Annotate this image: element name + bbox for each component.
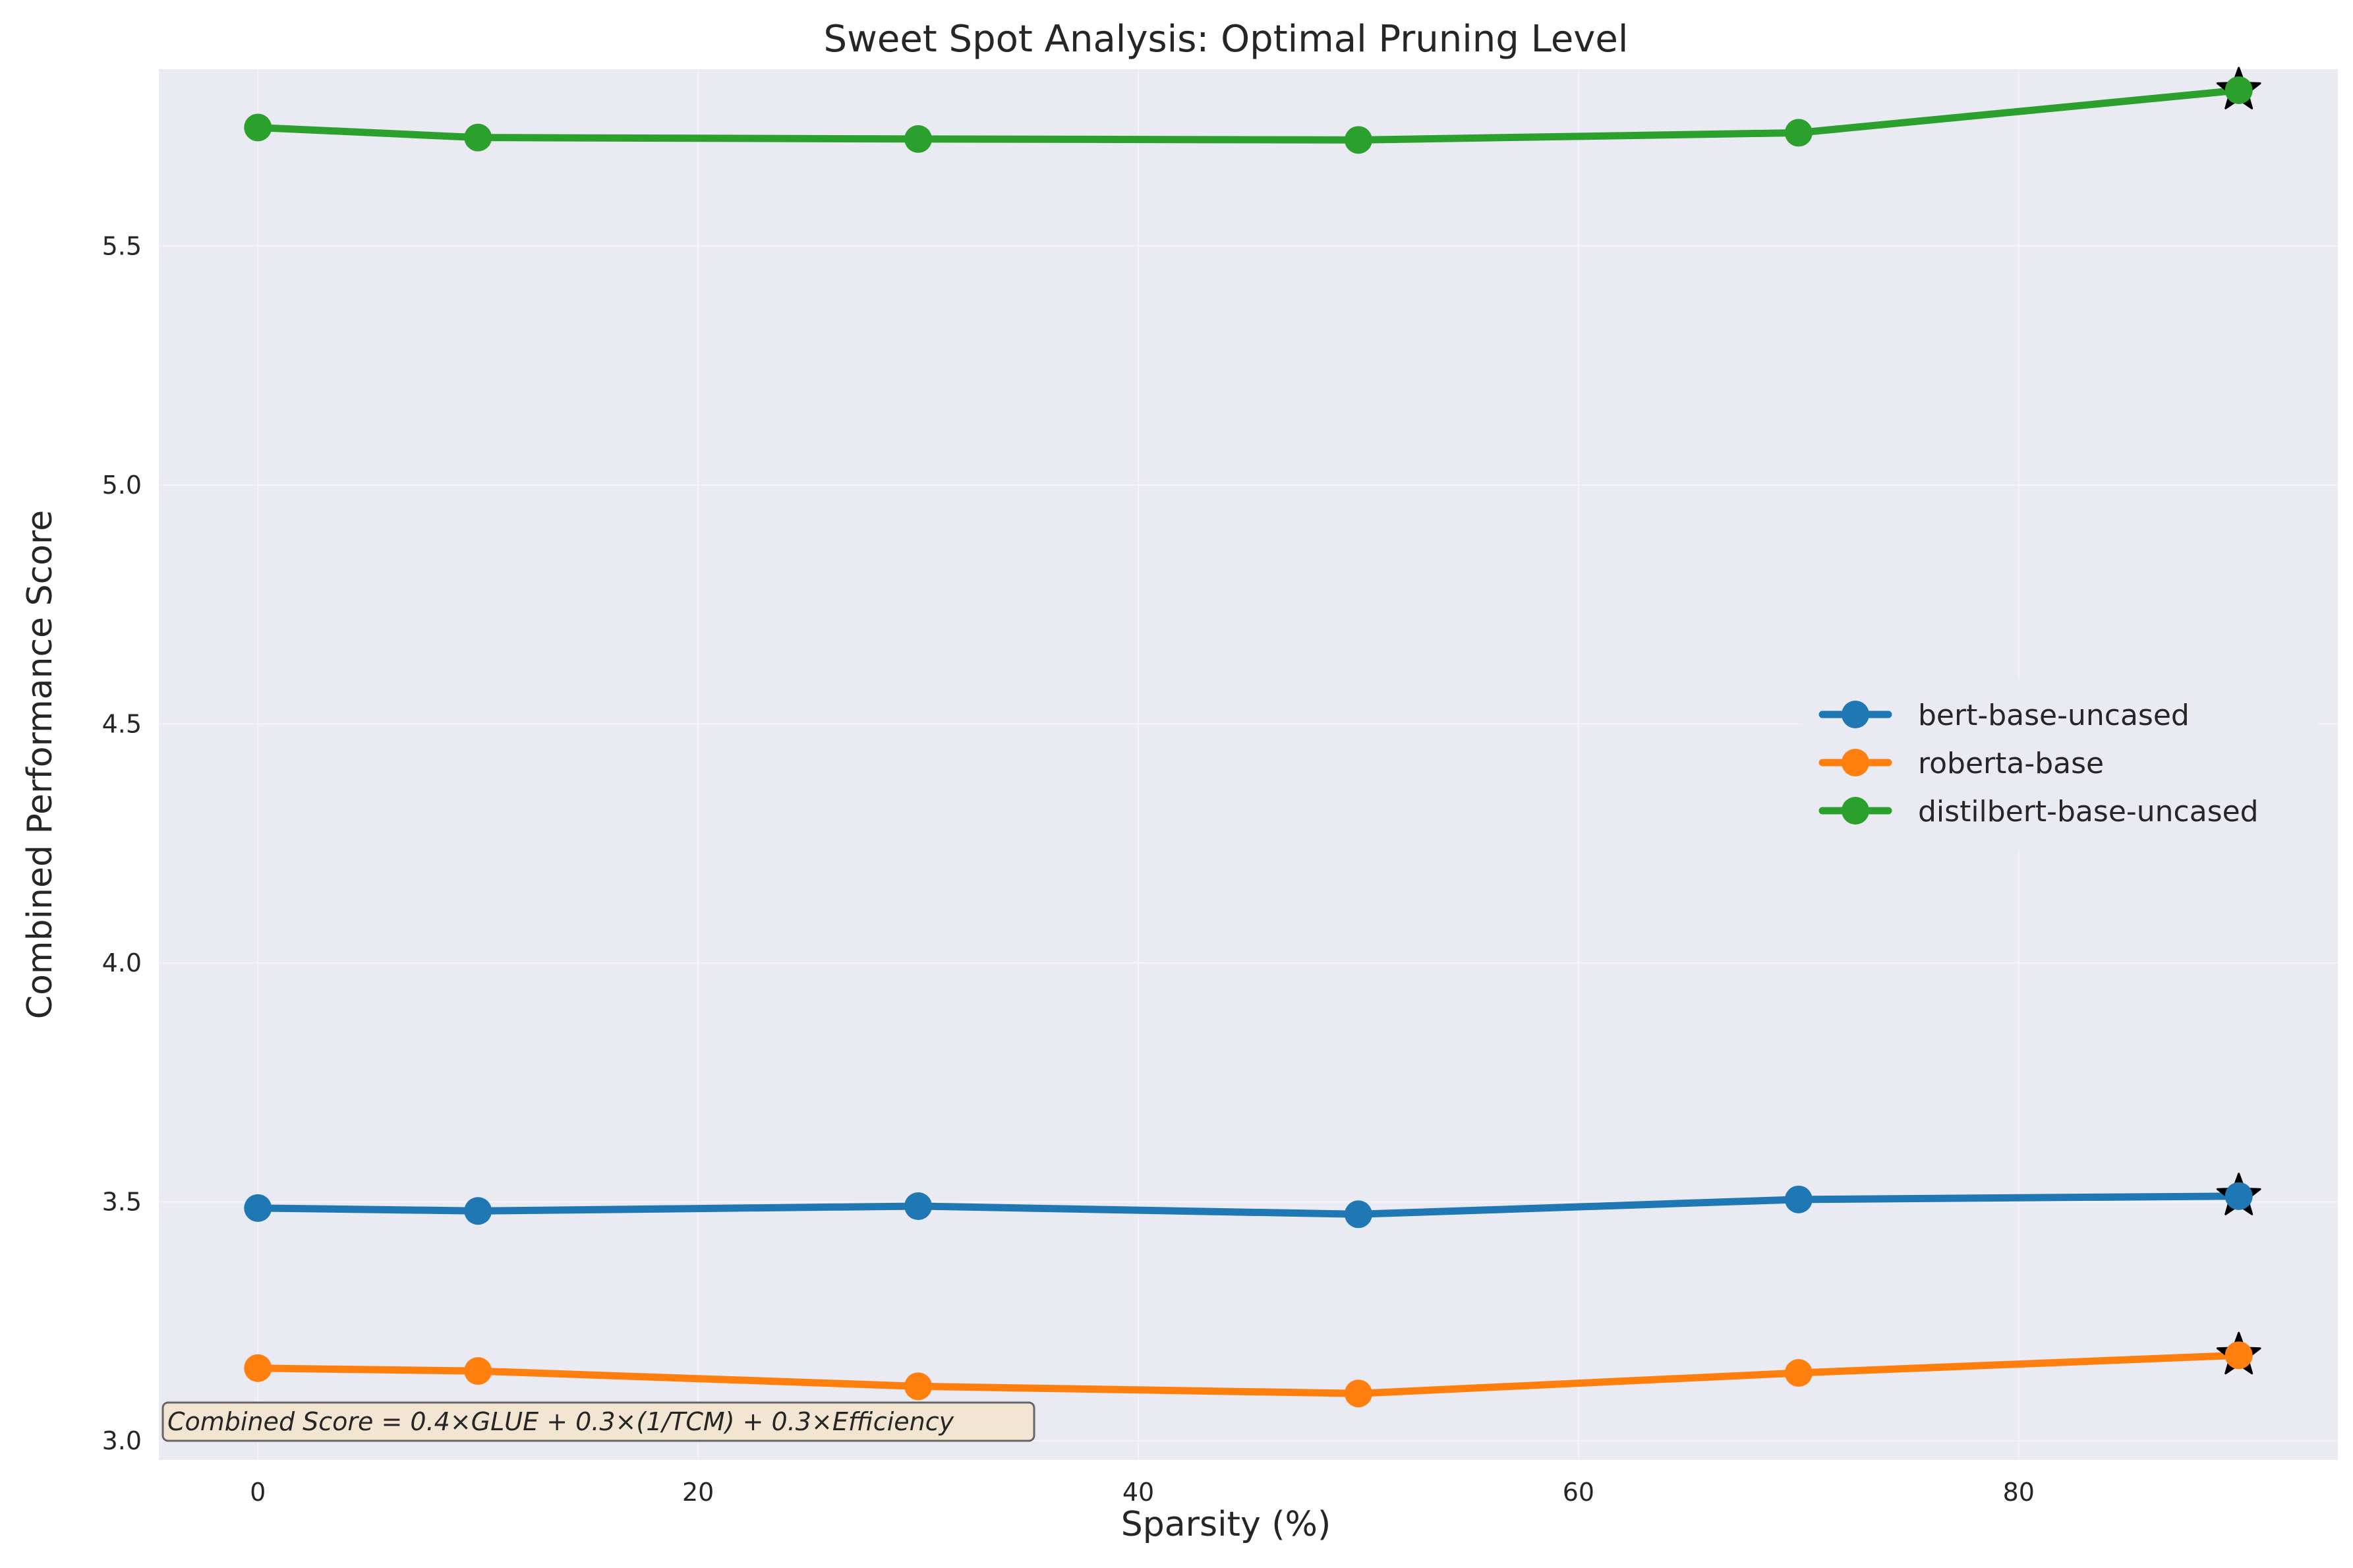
legend: bert-base-uncased roberta-base distilbert-… — [1803, 679, 2317, 850]
legend-item: roberta-base — [1818, 747, 2104, 780]
data-point — [1784, 1359, 1813, 1387]
legend-marker — [1842, 797, 1869, 825]
x-tick-label: 20 — [682, 1478, 714, 1507]
y-tick-label: 4.0 — [102, 948, 142, 977]
data-point — [244, 1194, 272, 1222]
series-line — [254, 86, 2243, 144]
x-tick-label: 40 — [1122, 1478, 1154, 1507]
data-point — [244, 1354, 272, 1382]
chart-title: Sweet Spot Analysis: Optimal Pruning Lev… — [824, 18, 1629, 61]
data-point — [1784, 1185, 1813, 1213]
y-axis-label: Combined Performance Score — [20, 510, 60, 1019]
axes: 0 20 40 60 80 3.0 3.5 4.0 4.5 5.0 5.5 — [102, 231, 2035, 1507]
data-point — [464, 123, 492, 152]
y-tick-label: 3.5 — [102, 1187, 142, 1216]
y-tick-label: 5.0 — [102, 471, 142, 500]
legend-item: bert-base-uncased — [1818, 699, 2190, 732]
annotation-text: Combined Score = 0.4×GLUE + 0.3×(1/TCM) … — [167, 1407, 954, 1436]
y-tick-label: 3.0 — [102, 1426, 142, 1455]
legend-marker — [1842, 749, 1869, 776]
data-point — [1344, 1200, 1372, 1229]
legend-label: distilbert-base-uncased — [1918, 795, 2259, 828]
y-tick-label: 5.5 — [102, 231, 142, 260]
legend-label: roberta-base — [1918, 747, 2104, 780]
data-point — [1344, 1379, 1372, 1408]
series-line — [254, 1192, 2243, 1218]
optimal-star-marker — [2216, 67, 2261, 109]
data-point — [464, 1357, 492, 1385]
series-line — [254, 1351, 2243, 1397]
formula-annotation: Combined Score = 0.4×GLUE + 0.3×(1/TCM) … — [161, 1401, 1035, 1442]
data-point — [904, 125, 933, 153]
y-tick-label: 4.5 — [102, 709, 142, 738]
legend-label: bert-base-uncased — [1918, 699, 2190, 732]
data-point — [1344, 126, 1372, 154]
data-point — [244, 113, 272, 142]
annotation-box — [161, 1401, 1035, 1442]
x-tick-label: 80 — [2003, 1478, 2035, 1507]
x-axis-label: Sparsity (%) — [1121, 1505, 1331, 1544]
data-point — [904, 1372, 933, 1401]
optimal-star-marker — [2216, 1173, 2261, 1215]
optimal-markers — [2216, 67, 2261, 1375]
data-point — [904, 1192, 933, 1220]
legend-item: distilbert-base-uncased — [1818, 795, 2259, 828]
data-point — [464, 1197, 492, 1225]
data-point — [1784, 119, 1813, 147]
optimal-star-marker — [2216, 1331, 2261, 1375]
legend-marker — [1842, 701, 1869, 728]
x-tick-label: 60 — [1563, 1478, 1594, 1507]
x-tick-label: 0 — [250, 1478, 266, 1507]
